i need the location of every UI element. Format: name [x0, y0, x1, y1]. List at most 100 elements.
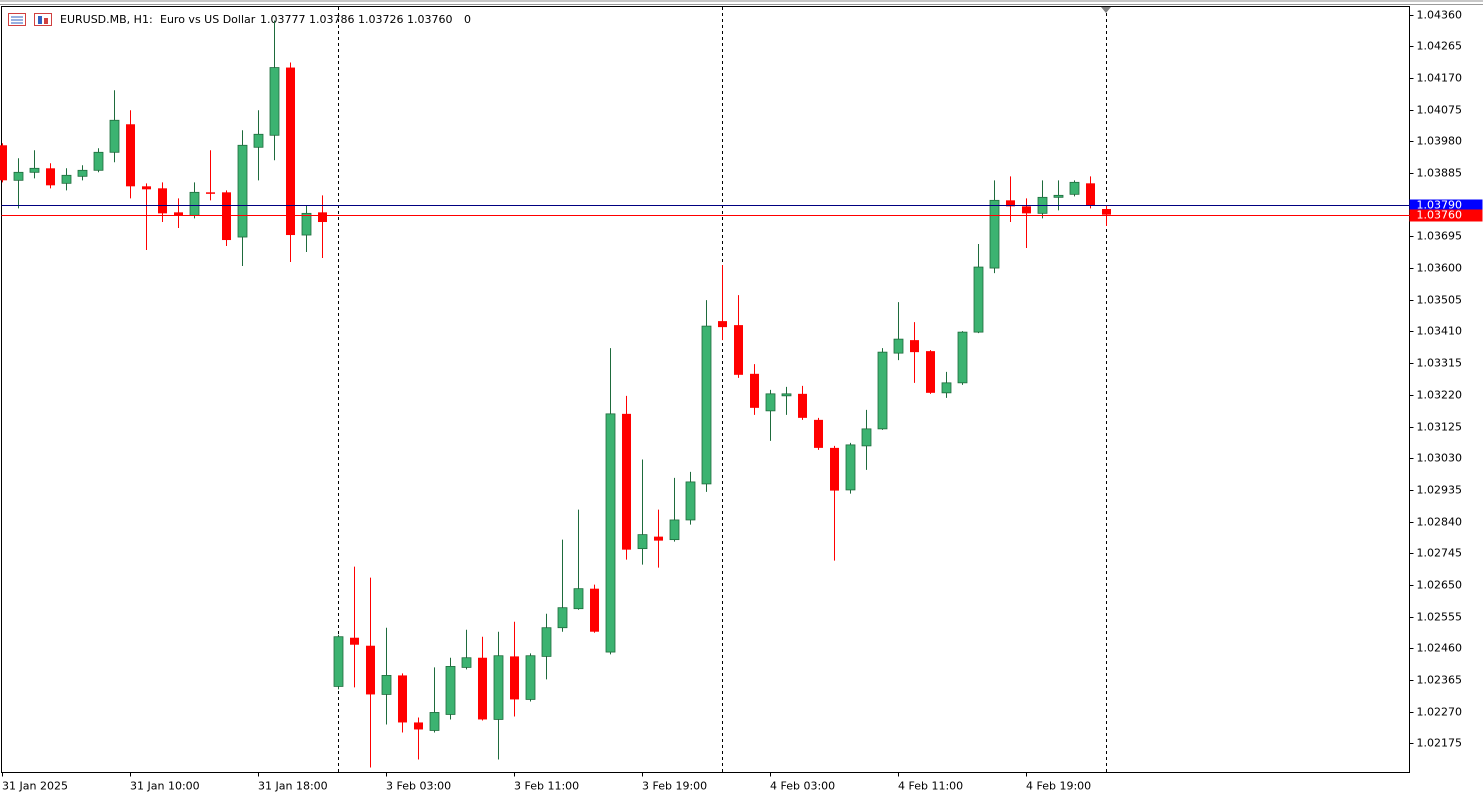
candle-body	[189, 191, 200, 216]
y-tick-label: 1.04265	[1417, 40, 1463, 53]
candle-body	[605, 413, 616, 653]
candle-body	[493, 655, 504, 720]
candle-body	[381, 675, 392, 695]
candle-body	[1006, 200, 1015, 207]
y-tick-label: 1.04075	[1417, 104, 1463, 117]
y-tick-label: 1.03885	[1417, 167, 1463, 180]
y-tick-label: 1.02460	[1417, 642, 1463, 655]
y-tick-label: 1.03980	[1417, 135, 1463, 148]
candle-body	[286, 67, 295, 236]
symbol-title: EURUSD.MB, H1:	[60, 13, 153, 26]
y-tick-label: 1.03315	[1417, 357, 1463, 370]
x-tick-label: 4 Feb 19:00	[1026, 780, 1091, 793]
candle-body	[93, 151, 104, 171]
candle-body	[445, 666, 456, 715]
icon-chart	[34, 13, 52, 26]
icon-bar	[38, 16, 42, 24]
candle-body	[941, 382, 952, 394]
candle-body	[669, 519, 680, 541]
candle-body	[222, 192, 231, 241]
candle-body	[301, 212, 312, 236]
shift-marker	[1101, 7, 1111, 13]
candle-body	[765, 393, 776, 412]
symbol-description: Euro vs US Dollar	[160, 13, 256, 26]
y-tick-label: 1.03410	[1417, 325, 1463, 338]
candle-body	[1022, 206, 1031, 214]
quote-volume: 0	[464, 13, 471, 26]
candle-body	[366, 645, 375, 695]
candle-body	[973, 266, 984, 333]
candle-body	[541, 627, 552, 657]
candle-body	[861, 428, 872, 447]
candle-body	[1102, 209, 1111, 215]
candle-body	[685, 481, 696, 521]
candle-body	[573, 588, 584, 610]
y-tick-label: 1.03695	[1417, 230, 1463, 243]
candle-body	[926, 351, 935, 393]
candle-body	[1086, 183, 1095, 206]
candle-body	[957, 331, 968, 384]
candle-body	[13, 171, 24, 181]
x-tick-label: 3 Feb 03:00	[386, 780, 451, 793]
candle-body	[1053, 194, 1064, 198]
candle-body	[798, 393, 807, 418]
candle-body	[158, 188, 167, 214]
candle-body	[830, 447, 839, 491]
y-tick-label: 1.02270	[1417, 706, 1463, 719]
candle-body	[77, 169, 88, 177]
candle-body	[845, 444, 856, 491]
x-tick-label: 3 Feb 11:00	[514, 780, 579, 793]
candle-body	[557, 607, 568, 629]
x-tick-label: 31 Jan 18:00	[258, 780, 328, 793]
candle-body	[734, 325, 743, 375]
candle-body	[333, 636, 344, 687]
candle-body	[814, 419, 823, 448]
y-tick-label: 1.03220	[1417, 389, 1463, 402]
candles	[0, 20, 1111, 768]
x-tick-label: 31 Jan 2025	[2, 780, 68, 793]
x-tick-label: 4 Feb 11:00	[898, 780, 963, 793]
candle-body	[253, 133, 264, 148]
bid-label-box	[1409, 209, 1483, 222]
y-tick-label: 1.02175	[1417, 737, 1463, 750]
candle-body	[0, 145, 7, 181]
candle-body	[510, 656, 519, 700]
candle-body	[590, 588, 599, 632]
candle-body	[29, 167, 40, 173]
y-tick-label: 1.02650	[1417, 579, 1463, 592]
ask-label: 1.03790	[1417, 199, 1463, 212]
candle-body	[622, 413, 631, 550]
y-tick-label: 1.02555	[1417, 611, 1463, 624]
candle-body	[269, 67, 280, 136]
candle-body	[206, 192, 215, 194]
candle-body	[414, 722, 423, 730]
y-tick-label: 1.03505	[1417, 294, 1463, 307]
candle-body	[877, 351, 888, 430]
y-tick-label: 1.03030	[1417, 452, 1463, 465]
candle-body	[237, 144, 248, 238]
top-bar	[0, 0, 1483, 2]
y-tick-label: 1.04360	[1417, 9, 1463, 22]
candle-body	[46, 168, 55, 186]
candle-body	[61, 174, 72, 184]
candle-body	[781, 393, 792, 397]
y-tick-label: 1.02935	[1417, 484, 1463, 497]
candle-body	[429, 712, 440, 731]
candle-body	[654, 536, 663, 541]
header-icons	[8, 13, 52, 26]
x-tick-label: 3 Feb 19:00	[642, 780, 707, 793]
icon-bar	[44, 18, 48, 24]
y-tick-label: 1.02745	[1417, 547, 1463, 560]
plot-frame	[1, 6, 1410, 773]
candle-body	[109, 119, 120, 153]
y-tick-label: 1.04170	[1417, 72, 1463, 85]
y-tick-label: 1.02365	[1417, 674, 1463, 687]
x-tick-label: 4 Feb 03:00	[770, 780, 835, 793]
candle-body	[750, 373, 759, 408]
candle-body	[142, 186, 151, 190]
candle-body	[989, 199, 1000, 269]
candle-body	[701, 325, 712, 485]
